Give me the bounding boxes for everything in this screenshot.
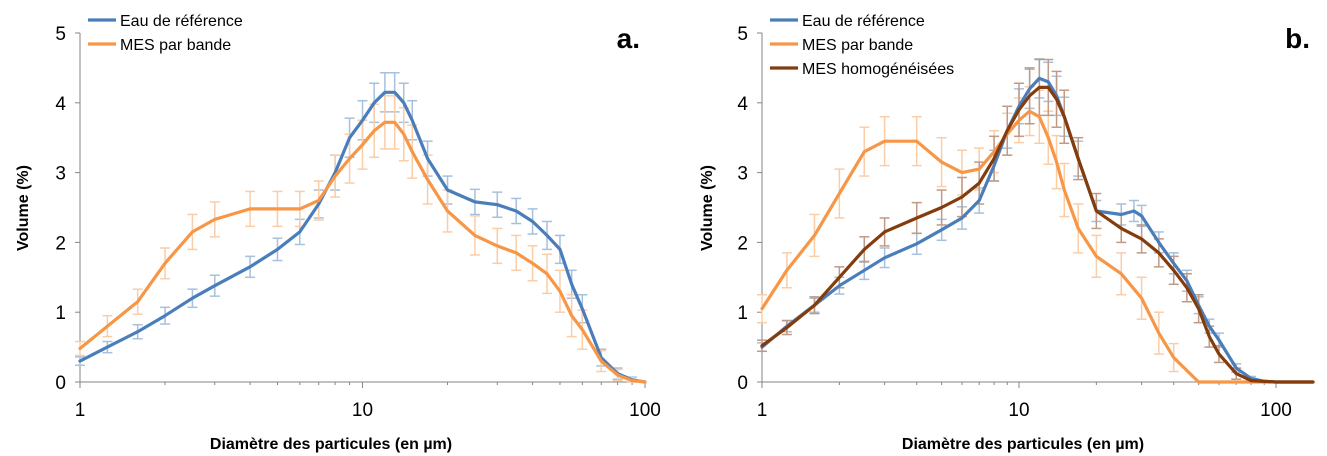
legend-label: Eau de référence bbox=[120, 13, 243, 30]
legend: Eau de référence MES par bande bbox=[88, 13, 243, 54]
y-tick-label: 3 bbox=[737, 164, 748, 185]
x-axis-title: Diamètre des particules (en µm) bbox=[902, 436, 1144, 453]
series-1 bbox=[757, 58, 1270, 383]
y-axis-title: Volume (%) bbox=[15, 165, 32, 251]
y-tick-label: 5 bbox=[737, 24, 748, 45]
series-line bbox=[760, 76, 1315, 384]
x-tick-label: 10 bbox=[1008, 400, 1029, 421]
series-line bbox=[760, 85, 1315, 384]
panel-label: b. bbox=[1285, 23, 1310, 54]
series-line bbox=[78, 120, 647, 384]
x-tick-label: 100 bbox=[629, 400, 661, 421]
series-line bbox=[78, 90, 647, 384]
series-2 bbox=[757, 85, 1179, 373]
y-tick-label: 3 bbox=[55, 164, 66, 185]
y-tick-label: 0 bbox=[55, 373, 66, 394]
y-tick-label: 1 bbox=[55, 303, 66, 324]
x-tick-label: 1 bbox=[75, 400, 86, 421]
series-2 bbox=[75, 95, 638, 383]
y-tick-label: 4 bbox=[55, 94, 66, 115]
legend-label: MES par bande bbox=[802, 37, 913, 54]
y-tick-label: 4 bbox=[737, 94, 748, 115]
y-tick-label: 5 bbox=[55, 24, 66, 45]
y-tick-label: 1 bbox=[737, 303, 748, 324]
y-axis-title: Volume (%) bbox=[699, 165, 716, 251]
y-tick-label: 2 bbox=[55, 233, 66, 254]
x-tick-label: 100 bbox=[1260, 400, 1292, 421]
legend-label: Eau de référence bbox=[802, 13, 925, 30]
x-tick-label: 1 bbox=[757, 400, 768, 421]
x-axis-title: Diamètre des particules (en µm) bbox=[210, 436, 452, 453]
series-1 bbox=[75, 72, 638, 383]
legend-label: MES homogénéisées bbox=[802, 61, 954, 78]
series-3 bbox=[757, 58, 1257, 383]
series-line bbox=[760, 109, 1315, 384]
y-tick-label: 2 bbox=[737, 233, 748, 254]
y-tick-label: 0 bbox=[737, 373, 748, 394]
x-tick-label: 10 bbox=[352, 400, 373, 421]
panel-label: a. bbox=[617, 23, 640, 54]
legend: Eau de référence MES par bande MES homogén… bbox=[770, 13, 954, 78]
legend-label: MES par bande bbox=[120, 37, 231, 54]
